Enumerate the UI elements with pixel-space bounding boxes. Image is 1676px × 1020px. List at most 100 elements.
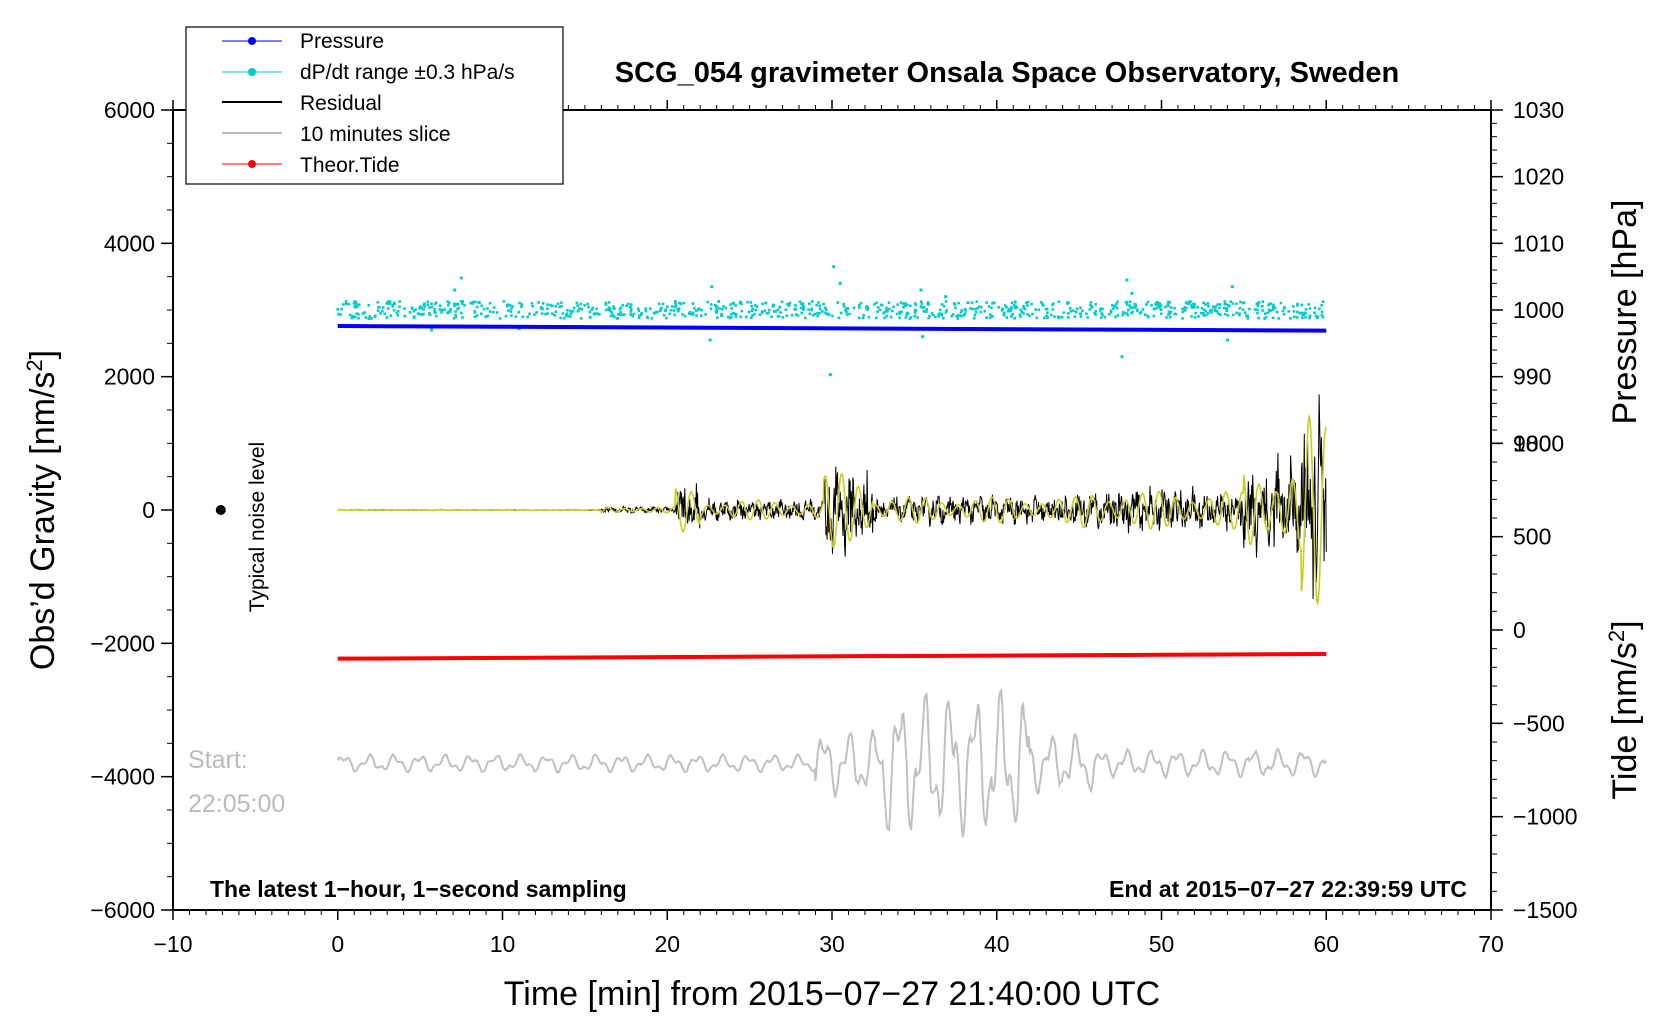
dpdt-point [1266, 311, 1270, 315]
dpdt-point [1086, 316, 1089, 319]
dpdt-point [1167, 310, 1171, 313]
dpdt-point [928, 314, 931, 318]
dpdt-point [1072, 309, 1075, 312]
dpdt-point [632, 312, 636, 316]
dpdt-point [1164, 305, 1167, 309]
legend-dot-dpdt [248, 68, 256, 76]
dpdt-point [914, 308, 917, 312]
dpdt-point [1034, 308, 1038, 311]
dpdt-point [1225, 309, 1229, 313]
dpdt-point [749, 301, 753, 304]
dpdt-point [1003, 304, 1007, 307]
end-time-note: End at 2015−07−27 22:39:59 UTC [1109, 876, 1467, 902]
dpdt-point [610, 311, 614, 314]
dpdt-point [729, 313, 733, 316]
dpdt-point [1225, 306, 1228, 310]
dpdt-point [1129, 306, 1132, 310]
dpdt-point [864, 306, 868, 310]
dpdt-point [920, 302, 924, 306]
start-label: Start: [188, 746, 248, 774]
dpdt-point [972, 316, 976, 320]
dpdt-point [383, 312, 387, 316]
dpdt-point [794, 304, 797, 307]
dpdt-point [449, 308, 452, 311]
dpdt-point [1321, 315, 1325, 319]
dpdt-point [367, 317, 371, 320]
dpdt-point [1256, 308, 1259, 312]
dpdt-point [1300, 311, 1304, 315]
x-tick-label: 60 [1313, 931, 1339, 957]
dpdt-point [347, 302, 351, 306]
dpdt-point [1248, 307, 1251, 311]
dpdt-point [808, 302, 811, 305]
dpdt-point [1261, 304, 1264, 308]
dpdt-point [824, 306, 827, 310]
dpdt-point [1238, 313, 1241, 317]
dpdt-point [665, 316, 668, 320]
dpdt-outlier [944, 295, 948, 299]
x-tick-label: 10 [490, 931, 516, 957]
dpdt-point [669, 308, 673, 312]
dpdt-point [1269, 302, 1273, 306]
dpdt-point [562, 316, 566, 320]
dpdt-point [385, 316, 389, 319]
dpdt-point [953, 303, 957, 306]
dpdt-point [1116, 314, 1120, 317]
dpdt-point [1184, 301, 1188, 304]
dpdt-point [629, 310, 633, 313]
dpdt-point [1218, 303, 1222, 306]
dpdt-point [396, 313, 400, 317]
dpdt-point [1271, 308, 1275, 312]
dpdt-point [659, 307, 662, 311]
dpdt-point [734, 315, 738, 319]
dpdt-point [486, 314, 490, 318]
dpdt-point [535, 311, 538, 314]
dpdt-point [607, 301, 611, 304]
dpdt-point [1223, 300, 1227, 303]
legend-dot-pressure [248, 37, 256, 45]
dpdt-point [1046, 316, 1049, 319]
dpdt-point [548, 303, 552, 307]
y-tick-label-left: −6000 [90, 897, 155, 923]
dpdt-point [824, 308, 828, 312]
dpdt-point [886, 310, 889, 313]
dpdt-point [858, 306, 861, 309]
dpdt-point [414, 308, 417, 311]
dpdt-point [729, 316, 733, 319]
dpdt-point [1224, 302, 1228, 306]
dpdt-point [440, 311, 443, 314]
dpdt-point [1226, 314, 1230, 317]
dpdt-point [598, 313, 601, 316]
dpdt-point [796, 314, 800, 317]
dpdt-point [504, 314, 508, 318]
dpdt-point [639, 313, 643, 316]
dpdt-point [964, 309, 967, 312]
dpdt-point [428, 306, 431, 309]
dpdt-point [993, 301, 996, 305]
dpdt-point [779, 311, 782, 314]
dpdt-point [526, 315, 529, 319]
dpdt-point [913, 314, 917, 318]
dpdt-point [1282, 313, 1286, 316]
dpdt-point [786, 302, 789, 306]
dpdt-point [764, 301, 768, 305]
dpdt-point [824, 311, 827, 315]
dpdt-point [1134, 306, 1137, 309]
dpdt-point [966, 301, 970, 304]
dpdt-point [979, 310, 983, 314]
dpdt-point [391, 305, 394, 308]
dpdt-point [960, 309, 964, 312]
dpdt-point [724, 306, 728, 310]
dpdt-point [1238, 312, 1241, 315]
dpdt-point [774, 310, 777, 313]
dpdt-point [1246, 317, 1250, 320]
dpdt-point [820, 310, 824, 313]
dpdt-point [1283, 307, 1286, 310]
dpdt-point [434, 311, 437, 315]
dpdt-point [1219, 313, 1222, 317]
dpdt-point [662, 313, 666, 317]
dpdt-point [446, 303, 450, 307]
dpdt-point [618, 313, 622, 317]
dpdt-point [355, 302, 358, 306]
dpdt-point [734, 304, 738, 307]
